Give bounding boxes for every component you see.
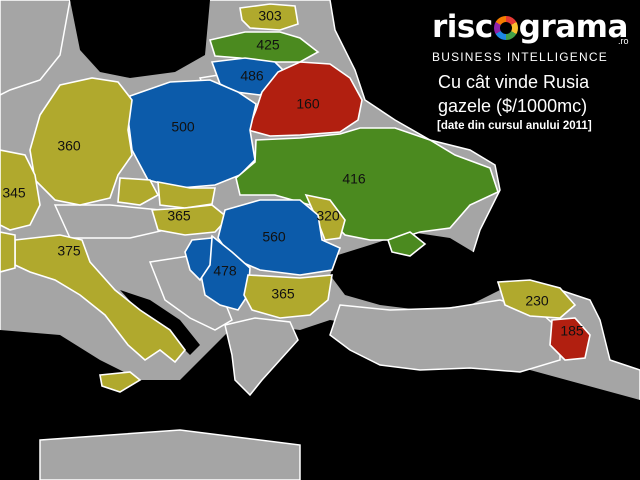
label-italy: 375	[57, 243, 81, 259]
logo-text-left: risc	[432, 9, 493, 45]
baltic-sea	[70, 0, 210, 78]
label-georgia: 230	[525, 293, 549, 309]
map-title: Cu cât vinde Rusia gazele ($/1000mc)	[438, 70, 638, 118]
country-czechia	[117, 177, 160, 206]
country-bulgaria	[243, 274, 333, 319]
turkey	[329, 299, 561, 373]
north-africa	[39, 429, 301, 480]
country-estonia	[239, 3, 299, 31]
value-labels: 303 425 486 160 500 360 345 416 365 320 …	[2, 8, 584, 339]
black-sea	[330, 232, 500, 310]
west-europe	[0, 0, 71, 96]
label-germany: 360	[57, 138, 81, 154]
logo: risc grama	[432, 6, 636, 44]
label-france: 345	[2, 185, 26, 201]
label-armenia: 185	[560, 323, 584, 339]
logo-ring-icon	[493, 16, 518, 40]
label-estonia: 303	[258, 8, 282, 24]
country-georgia	[496, 279, 577, 319]
countries	[0, 3, 591, 393]
label-ukraine: 416	[342, 171, 366, 187]
tagline: BUSINESS INTELLIGENCE	[432, 50, 608, 64]
country-italy	[14, 234, 187, 364]
label-lithuania: 486	[240, 68, 264, 84]
label-serbia: 478	[213, 263, 237, 279]
country-france	[0, 149, 41, 231]
country-sicily	[99, 371, 142, 393]
label-latvia: 425	[256, 37, 280, 53]
logo-text-right: grama	[518, 9, 629, 45]
logo-tld: .ro	[618, 36, 629, 46]
title-line-2: gazele ($/1000mc)	[438, 96, 588, 116]
title-line-1: Cu cât vinde Rusia	[438, 72, 590, 92]
country-ukraine	[235, 127, 499, 241]
country-slovakia	[157, 181, 216, 209]
country-latvia	[208, 31, 320, 63]
greece	[224, 317, 299, 397]
map-subtitle: [date din cursul anului 2011]	[437, 120, 592, 132]
label-poland: 500	[171, 119, 195, 135]
country-crimea	[386, 231, 427, 257]
country-germany	[29, 77, 133, 206]
country-iberia-edge	[0, 231, 16, 273]
label-romania: 560	[262, 229, 286, 245]
label-bulgaria: 365	[271, 286, 295, 302]
label-hungary: 365	[167, 208, 191, 224]
caspian	[600, 240, 640, 330]
austria-swiss	[53, 204, 166, 239]
country-armenia	[549, 317, 591, 361]
south-land	[39, 204, 561, 480]
label-moldova: 320	[316, 208, 340, 224]
country-bosnia	[184, 237, 213, 282]
brand: risc grama .ro BUSINESS INTELLIGENCE	[432, 6, 636, 64]
label-belarus: 160	[296, 96, 320, 112]
